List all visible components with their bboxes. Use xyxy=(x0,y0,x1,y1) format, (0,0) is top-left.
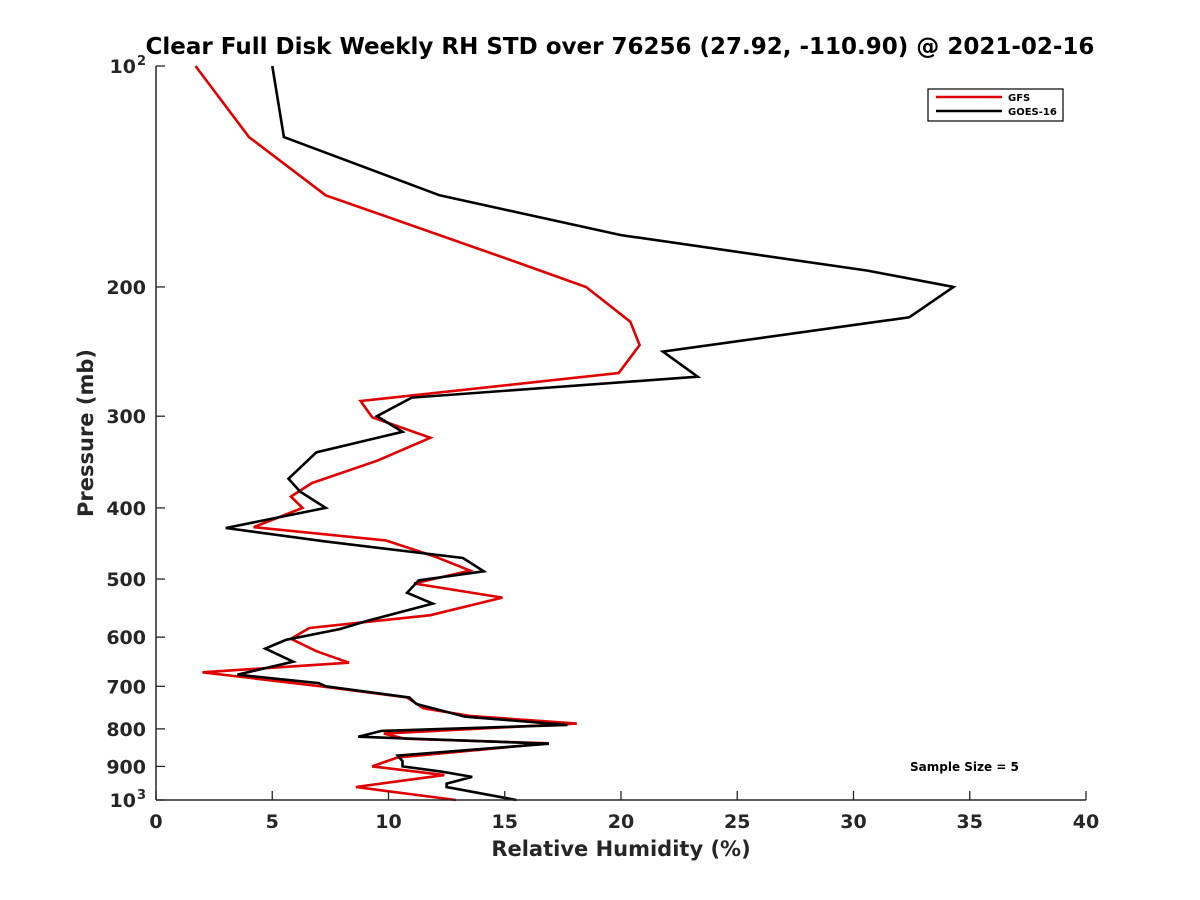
y-tick-label: 300 xyxy=(106,406,146,428)
y-tick-exponent: 3 xyxy=(137,788,146,803)
chart-title: Clear Full Disk Weekly RH STD over 76256… xyxy=(146,34,1095,60)
y-tick-label: 200 xyxy=(106,277,146,299)
series-line-goes-16 xyxy=(225,65,957,802)
x-tick-label: 5 xyxy=(266,811,279,833)
sample-size-annotation: Sample Size = 5 xyxy=(910,760,1019,774)
x-tick-label: 20 xyxy=(608,811,634,833)
legend: GFS GOES-16 xyxy=(927,88,1064,122)
x-tick-label: 35 xyxy=(957,811,983,833)
y-tick-label: 500 xyxy=(106,569,146,591)
x-tick-label: 25 xyxy=(724,811,750,833)
series-line-gfs xyxy=(194,65,642,802)
plot-area xyxy=(156,66,1086,800)
x-tick-label: 10 xyxy=(375,811,401,833)
x-ticks: 0 5 10 15 20 25 30 35 40 xyxy=(149,791,1099,833)
y-tick-label: 600 xyxy=(106,627,146,649)
y-tick-label: 800 xyxy=(106,719,146,741)
y-tick-label: 400 xyxy=(106,498,146,520)
x-axis-label: Relative Humidity (%) xyxy=(491,837,750,861)
legend-label-gfs: GFS xyxy=(1008,93,1030,104)
x-tick-label: 40 xyxy=(1073,811,1099,833)
plot-background xyxy=(156,66,1086,800)
y-tick-label: 10 xyxy=(110,56,136,78)
x-tick-label: 30 xyxy=(840,811,866,833)
legend-label-goes-16: GOES-16 xyxy=(1008,107,1057,118)
y-axis-label: Pressure (mb) xyxy=(74,349,98,517)
legend-box xyxy=(927,88,1064,122)
x-tick-label: 15 xyxy=(492,811,518,833)
y-tick-label: 900 xyxy=(106,756,146,778)
x-tick-label: 0 xyxy=(149,811,162,833)
y-tick-exponent: 2 xyxy=(137,54,146,69)
series-layer xyxy=(194,65,957,802)
y-tick-label: 10 xyxy=(110,790,136,812)
y-tick-label: 700 xyxy=(106,676,146,698)
